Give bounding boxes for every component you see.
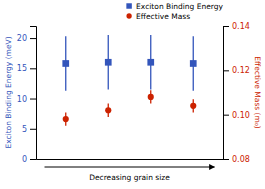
tick: 10 [17,95,36,104]
chart: 0 5 10 15 20 0.08 0.10 0.12 0.14 Decreasing grain… [0,0,265,189]
tick: 0 [22,155,36,164]
legend: Exciton Binding EnergyEffective Mass [126,2,223,21]
y2-axis-title: Effective Mass (m₀) [253,56,262,129]
y2-axis: 0.08 0.10 0.12 0.14 [223,22,250,164]
tick-mark [30,99,36,100]
y-axis: 0 5 10 15 20 [17,27,37,165]
legend-label: Effective Mass [136,12,190,21]
tick-label: 15 [17,64,27,73]
point [62,60,69,67]
series [62,35,196,91]
tick: 0.10 [223,111,250,120]
point [105,59,112,66]
tick: 5 [22,125,36,134]
tick: 15 [17,64,36,73]
tick-mark [223,159,229,160]
tick-label: 5 [22,125,27,134]
point [63,116,69,122]
tick-mark [223,70,229,71]
axis-line [30,27,37,160]
tick-label: 0.08 [232,155,250,164]
legend-label: Exciton Binding Energy [136,2,223,11]
tick-mark [223,115,229,116]
tick-label: 0 [22,155,27,164]
direction-arrow [45,167,215,168]
tick: 0.14 [223,22,250,31]
tick-mark [30,159,36,160]
legend-item: Exciton Binding Energy [126,2,223,11]
tick-label: 20 [17,34,27,43]
tick-label: 10 [17,95,27,104]
point [147,59,154,66]
tick-mark [30,68,36,69]
x-axis [37,159,224,161]
tick: 0.08 [223,155,250,164]
tick-mark [223,26,229,27]
point [190,103,196,109]
tick: 0.12 [223,66,250,75]
axis-line [224,27,230,160]
legend-swatch [126,3,131,8]
axis-line [37,159,224,160]
tick-mark [30,38,36,39]
marks [62,35,196,126]
tick-mark [30,129,36,130]
series [63,90,197,125]
legend-swatch [126,13,131,18]
tick-label: 0.10 [232,111,250,120]
tick-label: 0.12 [232,66,250,75]
y-axis-title: Exciton Binding Energy (meV) [4,36,13,148]
point [105,107,111,113]
tick: 20 [17,34,36,43]
tick-label: 0.14 [232,22,250,31]
point [148,94,154,100]
point [190,60,197,67]
plot: 0 5 10 15 20 0.08 0.10 0.12 0.14 Decreasing grain… [17,22,250,182]
x-axis-title: Decreasing grain size [89,173,170,182]
legend-item: Effective Mass [126,12,190,21]
